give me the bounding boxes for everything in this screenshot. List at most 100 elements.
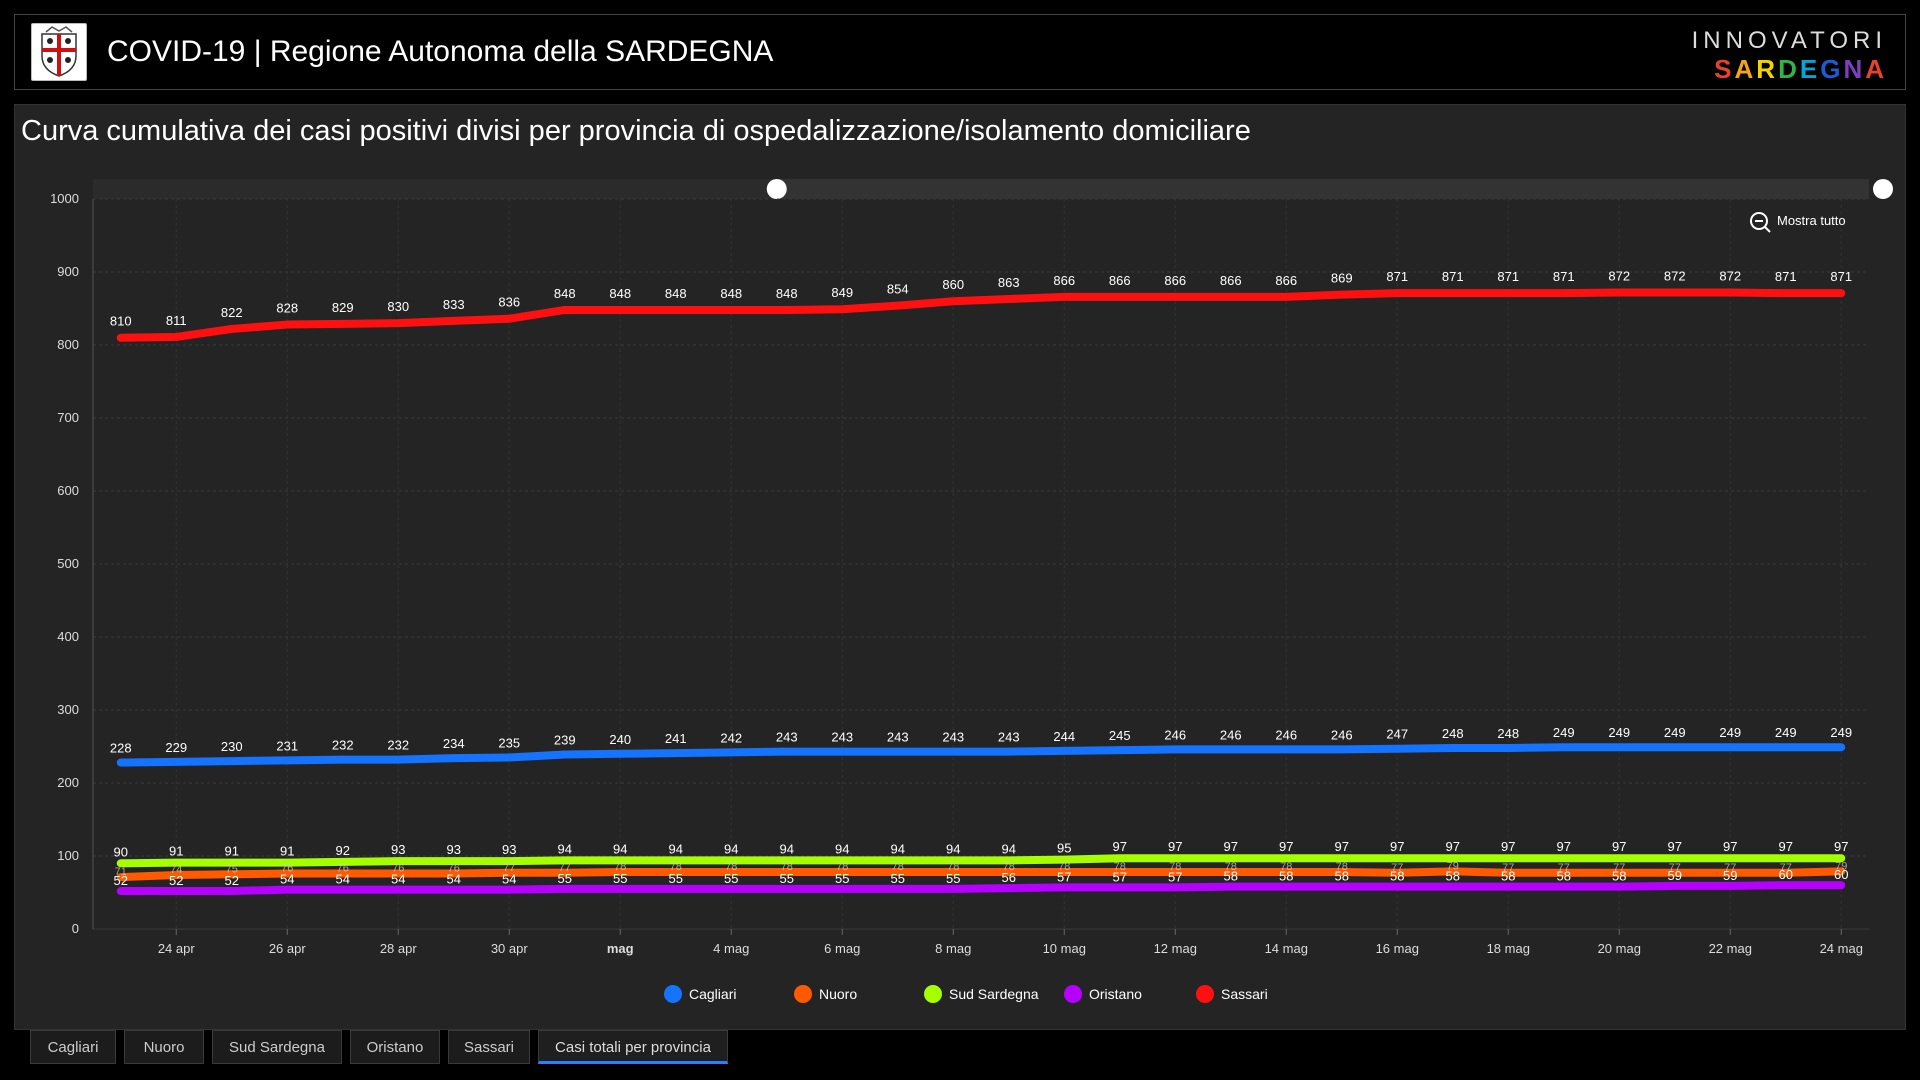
series-line-cagliari	[116, 743, 1846, 767]
line-chart: 0 100 200 300 400 500 600 700 800 900 1000 24 apr 26…	[50, 179, 1893, 1003]
data-label-oristano: 54	[391, 872, 405, 887]
range-slider-selection	[776, 179, 1869, 199]
data-label-oristano: 54	[502, 872, 516, 887]
data-label-sassari: 848	[776, 286, 798, 301]
data-label-cagliari: 243	[831, 730, 853, 745]
legend-label: Sud Sardegna	[949, 986, 1039, 1002]
data-label-sassari: 872	[1664, 268, 1686, 283]
data-label-sassari: 866	[1220, 273, 1242, 288]
legend-item-sassari[interactable]: Sassari	[1196, 985, 1268, 1003]
x-tick-label: 20 mag	[1598, 941, 1641, 956]
legend-item-sud-sardegna[interactable]: Sud Sardegna	[924, 985, 1039, 1003]
y-tick-label: 300	[57, 702, 79, 717]
data-label-oristano: 52	[114, 873, 128, 888]
legend-label: Oristano	[1089, 986, 1142, 1002]
brand-letter: A	[1734, 54, 1757, 84]
data-label-sud-sardegna: 97	[1834, 839, 1848, 854]
legend-marker	[794, 985, 812, 1003]
data-label-oristano: 55	[891, 871, 905, 886]
x-tick-label: 24 apr	[158, 941, 196, 956]
data-label-oristano: 55	[669, 871, 683, 886]
data-label-oristano: 58	[1279, 869, 1293, 884]
data-label-sassari: 871	[1830, 269, 1852, 284]
data-label-oristano: 58	[1224, 869, 1238, 884]
data-label-sassari: 871	[1497, 269, 1519, 284]
data-label-nuoro: 77	[503, 862, 515, 874]
brand-letter: N	[1843, 54, 1866, 84]
tab-sassari[interactable]: Sassari	[448, 1030, 530, 1064]
data-label-sud-sardegna: 94	[724, 841, 738, 856]
data-label-sassari: 848	[720, 286, 742, 301]
data-label-cagliari: 246	[1164, 727, 1186, 742]
legend-item-nuoro[interactable]: Nuoro	[794, 985, 857, 1003]
x-tick-label: 14 mag	[1265, 941, 1308, 956]
data-label-sud-sardegna: 93	[502, 842, 516, 857]
innovatori-sardegna-logo: INNOVATORI SARDEGNA	[1692, 27, 1887, 83]
data-label-cagliari: 243	[998, 730, 1020, 745]
data-label-sassari: 866	[1109, 273, 1131, 288]
tab-casi-totali-per-provincia[interactable]: Casi totali per provincia	[538, 1030, 728, 1064]
data-label-cagliari: 249	[1608, 725, 1630, 740]
data-label-oristano: 58	[1612, 869, 1626, 884]
data-label-sud-sardegna: 97	[1279, 839, 1293, 854]
data-label-nuoro: 78	[781, 861, 793, 873]
data-label-sassari: 872	[1608, 268, 1630, 283]
brand-letter: G	[1820, 54, 1844, 84]
data-label-sud-sardegna: 94	[946, 841, 960, 856]
legend-marker	[1064, 985, 1082, 1003]
data-label-nuoro: 74	[170, 864, 182, 876]
data-label-nuoro: 78	[1169, 861, 1181, 873]
x-tick-label: 8 mag	[935, 941, 971, 956]
data-label-oristano: 55	[946, 871, 960, 886]
legend-label: Nuoro	[819, 986, 857, 1002]
tab-cagliari[interactable]: Cagliari	[30, 1030, 116, 1064]
data-label-sud-sardegna: 97	[1113, 839, 1127, 854]
data-label-cagliari: 249	[1775, 725, 1797, 740]
range-slider-handle-right[interactable]	[1873, 179, 1893, 199]
data-label-sassari: 810	[110, 314, 132, 329]
data-label-cagliari: 246	[1331, 727, 1353, 742]
data-label-sassari: 828	[276, 301, 298, 316]
x-tick-label: 10 mag	[1043, 941, 1086, 956]
y-tick-label: 900	[57, 264, 79, 279]
data-label-cagliari: 247	[1386, 727, 1408, 742]
chart-title: Curva cumulativa dei casi positivi divis…	[21, 115, 1251, 147]
data-label-sud-sardegna: 94	[1002, 841, 1016, 856]
y-tick-label: 200	[57, 775, 79, 790]
tab-oristano[interactable]: Oristano	[350, 1030, 440, 1064]
range-slider-handle-left[interactable]	[766, 179, 787, 199]
y-tick-label: 600	[57, 483, 79, 498]
app-title: COVID-19 | Regione Autonoma della SARDEG…	[107, 35, 774, 68]
data-label-sassari: 849	[831, 285, 853, 300]
data-label-nuoro: 78	[836, 861, 848, 873]
y-tick-label: 0	[72, 921, 79, 936]
data-label-cagliari: 240	[609, 732, 631, 747]
legend-item-oristano[interactable]: Oristano	[1064, 985, 1142, 1003]
data-label-cagliari: 232	[332, 738, 354, 753]
data-label-sassari: 871	[1442, 269, 1464, 284]
zoom-label: Mostra tutto	[1777, 213, 1846, 228]
data-label-sud-sardegna: 97	[1390, 839, 1404, 854]
data-label-nuoro: 77	[1391, 862, 1403, 874]
data-label-nuoro: 78	[1280, 861, 1292, 873]
data-label-sud-sardegna: 95	[1057, 841, 1071, 856]
data-label-cagliari: 239	[554, 733, 576, 748]
data-label-sassari: 872	[1719, 268, 1741, 283]
data-label-sud-sardegna: 97	[1446, 839, 1460, 854]
series-line-sud-sardegna	[116, 854, 1846, 868]
data-label-sassari: 848	[554, 286, 576, 301]
y-tick-label: 400	[57, 629, 79, 644]
data-label-oristano: 55	[613, 871, 627, 886]
data-label-nuoro: 76	[448, 863, 460, 875]
data-label-sassari: 811	[166, 313, 187, 328]
data-label-oristano: 55	[780, 871, 794, 886]
tab-sud-sardegna[interactable]: Sud Sardegna	[212, 1030, 342, 1064]
data-label-sud-sardegna: 97	[1168, 839, 1182, 854]
tab-nuoro[interactable]: Nuoro	[124, 1030, 204, 1064]
x-tick-label: 22 mag	[1709, 941, 1752, 956]
show-all-zoom-button[interactable]: Mostra tutto	[1750, 212, 1846, 233]
data-label-sassari: 866	[1053, 273, 1075, 288]
legend-item-cagliari[interactable]: Cagliari	[664, 985, 736, 1003]
data-label-oristano: 54	[447, 872, 461, 887]
data-label-sud-sardegna: 97	[1668, 839, 1682, 854]
